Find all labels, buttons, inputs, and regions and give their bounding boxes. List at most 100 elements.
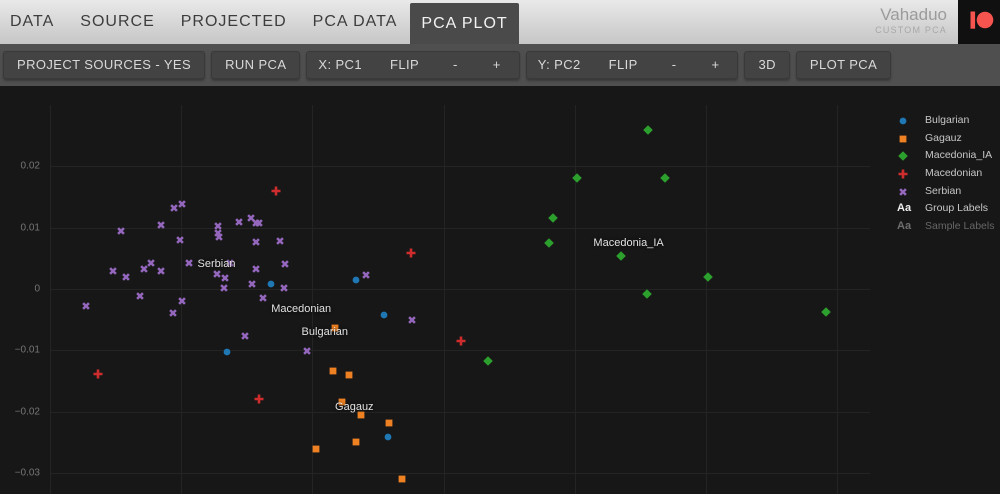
data-point-serbian [257,291,269,303]
plus-marker-icon [898,169,908,179]
x-marker-icon [215,233,223,242]
y-axis-minus-button[interactable]: - [671,57,677,72]
square-marker-icon [385,419,393,426]
diamond-marker-icon [483,356,493,366]
circle-marker-icon [380,311,388,318]
data-point-serbian [274,234,286,246]
data-point-serbian [176,197,188,209]
group-label-serbian: Serbian [197,257,236,270]
square-marker-icon [897,132,909,144]
x-gridline [837,105,839,494]
patreon-icon [970,11,994,29]
data-point-serbian [115,224,127,236]
data-point-serbian [134,289,146,301]
legend-item-macedonia_ia[interactable]: Macedonia_IA [888,146,1000,164]
x-marker-icon [303,347,311,356]
plus-marker-icon [93,369,103,378]
data-point-gagauz [329,321,341,333]
data-point-serbian [168,201,180,213]
data-point-gagauz [327,364,339,376]
x-marker-icon [221,273,229,282]
x-axis-select[interactable]: X: PC1 [318,57,362,72]
data-point-serbian [246,277,258,289]
y-gridline [49,166,870,168]
x-marker-icon [109,267,117,275]
data-point-serbian [245,211,257,223]
data-point-gagauz [383,416,395,428]
legend-item-macedonian[interactable]: Macedonian [888,164,1000,182]
x-marker-icon [177,199,186,208]
x-gridline [312,105,314,494]
legend-item-label: Gagauz [925,131,962,144]
y-axis-flip-button[interactable]: FLIP [608,57,638,72]
project-sources-button[interactable]: PROJECT SOURCES - YES [3,51,206,79]
diamond-marker-icon [548,213,558,224]
plus-marker-icon [406,248,416,258]
data-point-gagauz [396,472,408,484]
y-tick-label: 0.02 [20,160,40,172]
pca-scatter-plot[interactable]: 0.02 0.01 0 −0.01 −0.02 −0.03 Serbian Macedonia… [0,86,1000,494]
y-gridline [49,473,870,475]
patreon-link[interactable] [958,0,1000,44]
data-point-serbian [211,267,223,279]
data-point-gagauz [310,442,322,454]
data-point-macedonian [405,246,417,258]
x-axis-minus-button[interactable]: - [453,57,458,72]
data-point-serbian [250,235,262,247]
header: DATA SOURCE PROJECTED PCA DATA PCA PLOT Vaha… [0,0,1000,44]
circle-marker-icon [223,348,231,356]
data-point-serbian [107,264,119,276]
group-label-macedonian: Macedonian [271,303,332,316]
tab-data[interactable]: DATA [10,13,55,30]
data-point-serbian [360,268,372,280]
legend-item-serbian[interactable]: Serbian [888,182,1000,200]
legend-item-bulgarian[interactable]: Bulgarian [888,111,1000,129]
data-point-serbian [120,270,132,282]
data-point-serbian [239,329,251,341]
square-marker-icon [312,445,319,453]
legend-item-gagauz[interactable]: Gagauz [888,129,1000,147]
legend-toggle-sample-labels[interactable]: Aa Sample Labels [888,217,1000,235]
x-marker-icon [234,218,243,226]
x-marker-icon [255,219,263,227]
plot-pca-button[interactable]: PLOT PCA [795,51,892,79]
x-gridline [706,105,707,494]
x-axis-flip-button[interactable]: FLIP [389,57,420,72]
diamond-marker-icon [898,151,908,162]
toolbar: PROJECT SOURCES - YES RUN PCA X: PC1 FLI… [0,44,1000,86]
y-axis-select[interactable]: Y: PC2 [537,57,581,72]
legend-toggle-group-labels[interactable]: Aa Group Labels [888,199,1000,217]
x-marker-icon [169,308,177,317]
x-marker-icon [897,185,909,197]
tab-pca-plot[interactable]: PCA PLOT [410,3,519,44]
3d-button[interactable]: 3D [744,51,790,79]
x-marker-icon [116,227,125,235]
x-axis-plus-button[interactable]: + [492,57,501,72]
y-gridline [49,411,870,413]
brand-title: Vahaduo [880,5,947,24]
x-marker-icon [247,213,256,222]
legend-toggle-label: Sample Labels [925,219,995,232]
data-point-serbian [80,299,92,311]
data-point-macedonia_ia [702,270,714,282]
tab-projected[interactable]: PROJECTED [180,13,287,30]
data-point-serbian [138,262,150,274]
data-point-serbian [155,264,167,276]
tab-source[interactable]: SOURCE [80,13,155,30]
diamond-marker-icon [660,172,671,183]
x-marker-icon [408,315,416,324]
square-marker-icon [338,398,346,406]
y-gridline [49,227,870,229]
run-pca-button[interactable]: RUN PCA [211,51,301,79]
plus-marker-icon [897,167,909,179]
data-point-macedonia_ia [547,211,559,224]
diamond-marker-icon [543,237,554,248]
data-point-bulgarian [382,430,394,442]
tab-pca-data[interactable]: PCA DATA [312,13,398,30]
y-axis-plus-button[interactable]: + [711,57,720,72]
data-point-macedonia_ia [543,236,555,248]
brand: Vahaduo CUSTOM PCA [875,6,947,35]
data-point-serbian [218,281,230,293]
data-point-serbian [279,257,291,269]
data-point-bulgarian [265,277,277,289]
